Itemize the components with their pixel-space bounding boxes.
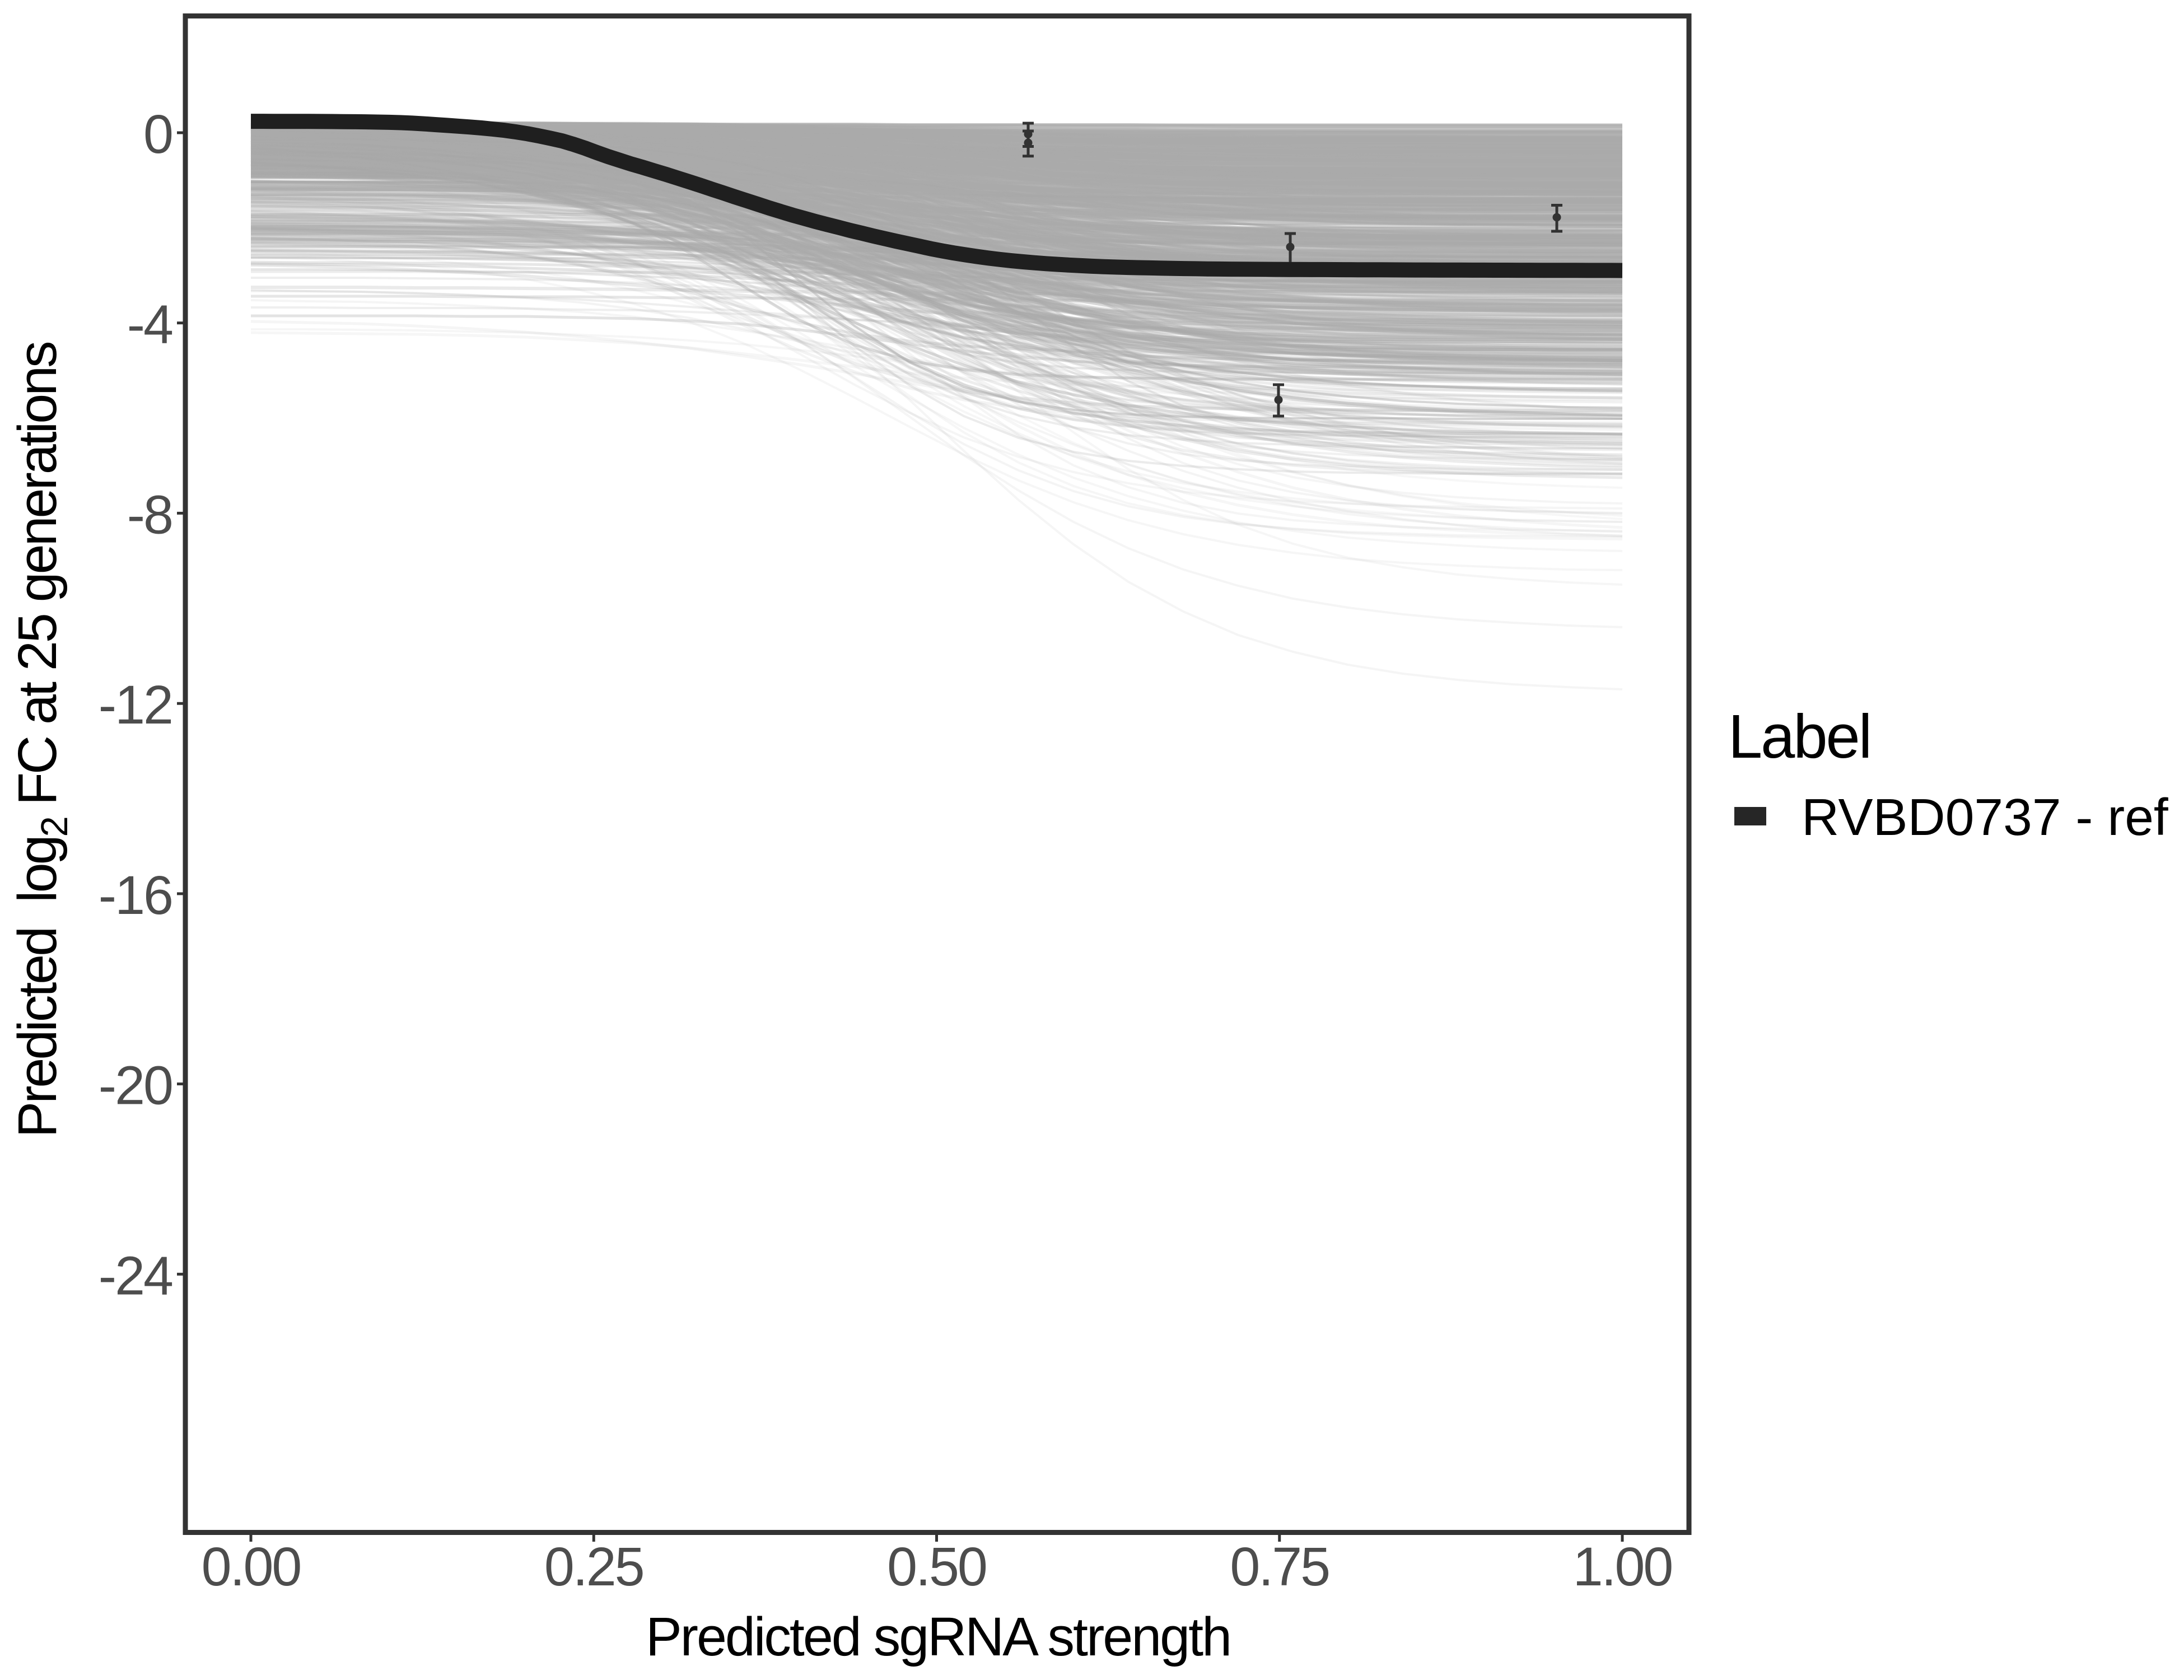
svg-text:-24: -24 (99, 1245, 172, 1306)
svg-text:-20: -20 (99, 1055, 172, 1116)
svg-text:-16: -16 (99, 865, 172, 926)
svg-text:0.50: 0.50 (887, 1536, 986, 1597)
svg-text:-8: -8 (127, 484, 172, 545)
svg-text:RVBD0737 - ref: RVBD0737 - ref (1802, 788, 2168, 846)
svg-text:Predicted sgRNA strength: Predicted sgRNA strength (646, 1606, 1230, 1667)
svg-text:0: 0 (143, 104, 172, 165)
svg-text:-12: -12 (99, 674, 172, 735)
svg-text:Predicted log2 FC at 25 gener: Predicted log2 FC at 25 generations (7, 343, 76, 1138)
svg-text:0.25: 0.25 (544, 1536, 643, 1597)
svg-text:0.00: 0.00 (202, 1536, 301, 1597)
svg-text:Label: Label (1728, 702, 1870, 771)
svg-text:-4: -4 (127, 294, 172, 355)
svg-text:0.75: 0.75 (1230, 1536, 1329, 1597)
svg-text:1.00: 1.00 (1573, 1536, 1672, 1597)
